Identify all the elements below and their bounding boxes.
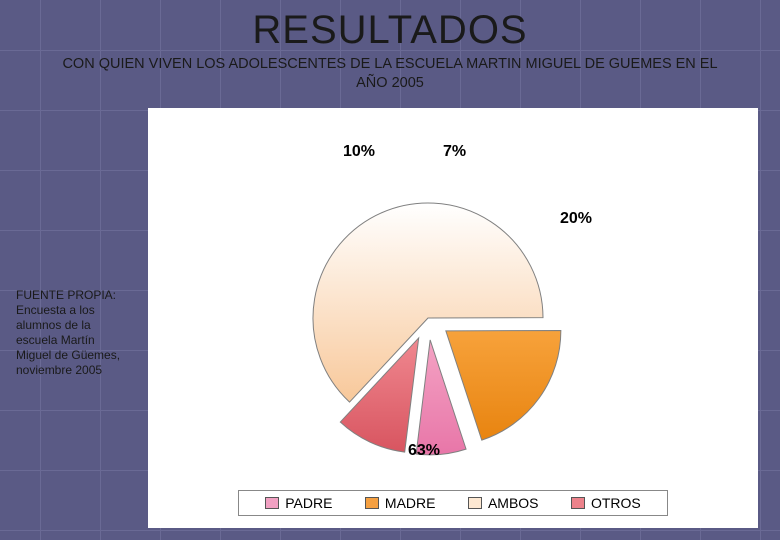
legend-label-otros: OTROS — [591, 495, 641, 511]
pie-slice-madre — [446, 330, 561, 440]
chart-area: 63% 20% 7% 10% PADRE MADRE AMBOS OTROS — [148, 108, 758, 528]
data-label-ambos: 63% — [408, 442, 440, 459]
legend-item-madre: MADRE — [365, 495, 436, 511]
legend-swatch-otros — [571, 497, 585, 509]
legend-item-otros: OTROS — [571, 495, 641, 511]
legend-swatch-padre — [265, 497, 279, 509]
data-label-otros: 10% — [343, 143, 375, 160]
legend-label-ambos: AMBOS — [488, 495, 539, 511]
legend-item-padre: PADRE — [265, 495, 332, 511]
legend: PADRE MADRE AMBOS OTROS — [238, 490, 668, 516]
source-note: FUENTE PROPIA: Encuesta a los alumnos de… — [16, 288, 131, 378]
slide-title: RESULTADOS — [0, 0, 780, 53]
data-label-padre: 7% — [443, 143, 466, 160]
slide-subtitle: CON QUIEN VIVEN LOS ADOLESCENTES DE LA E… — [0, 53, 780, 101]
data-label-madre: 20% — [560, 210, 592, 227]
legend-label-madre: MADRE — [385, 495, 436, 511]
legend-swatch-madre — [365, 497, 379, 509]
legend-label-padre: PADRE — [285, 495, 332, 511]
legend-item-ambos: AMBOS — [468, 495, 539, 511]
pie-chart: 63% 20% 7% 10% — [248, 138, 598, 458]
legend-swatch-ambos — [468, 497, 482, 509]
